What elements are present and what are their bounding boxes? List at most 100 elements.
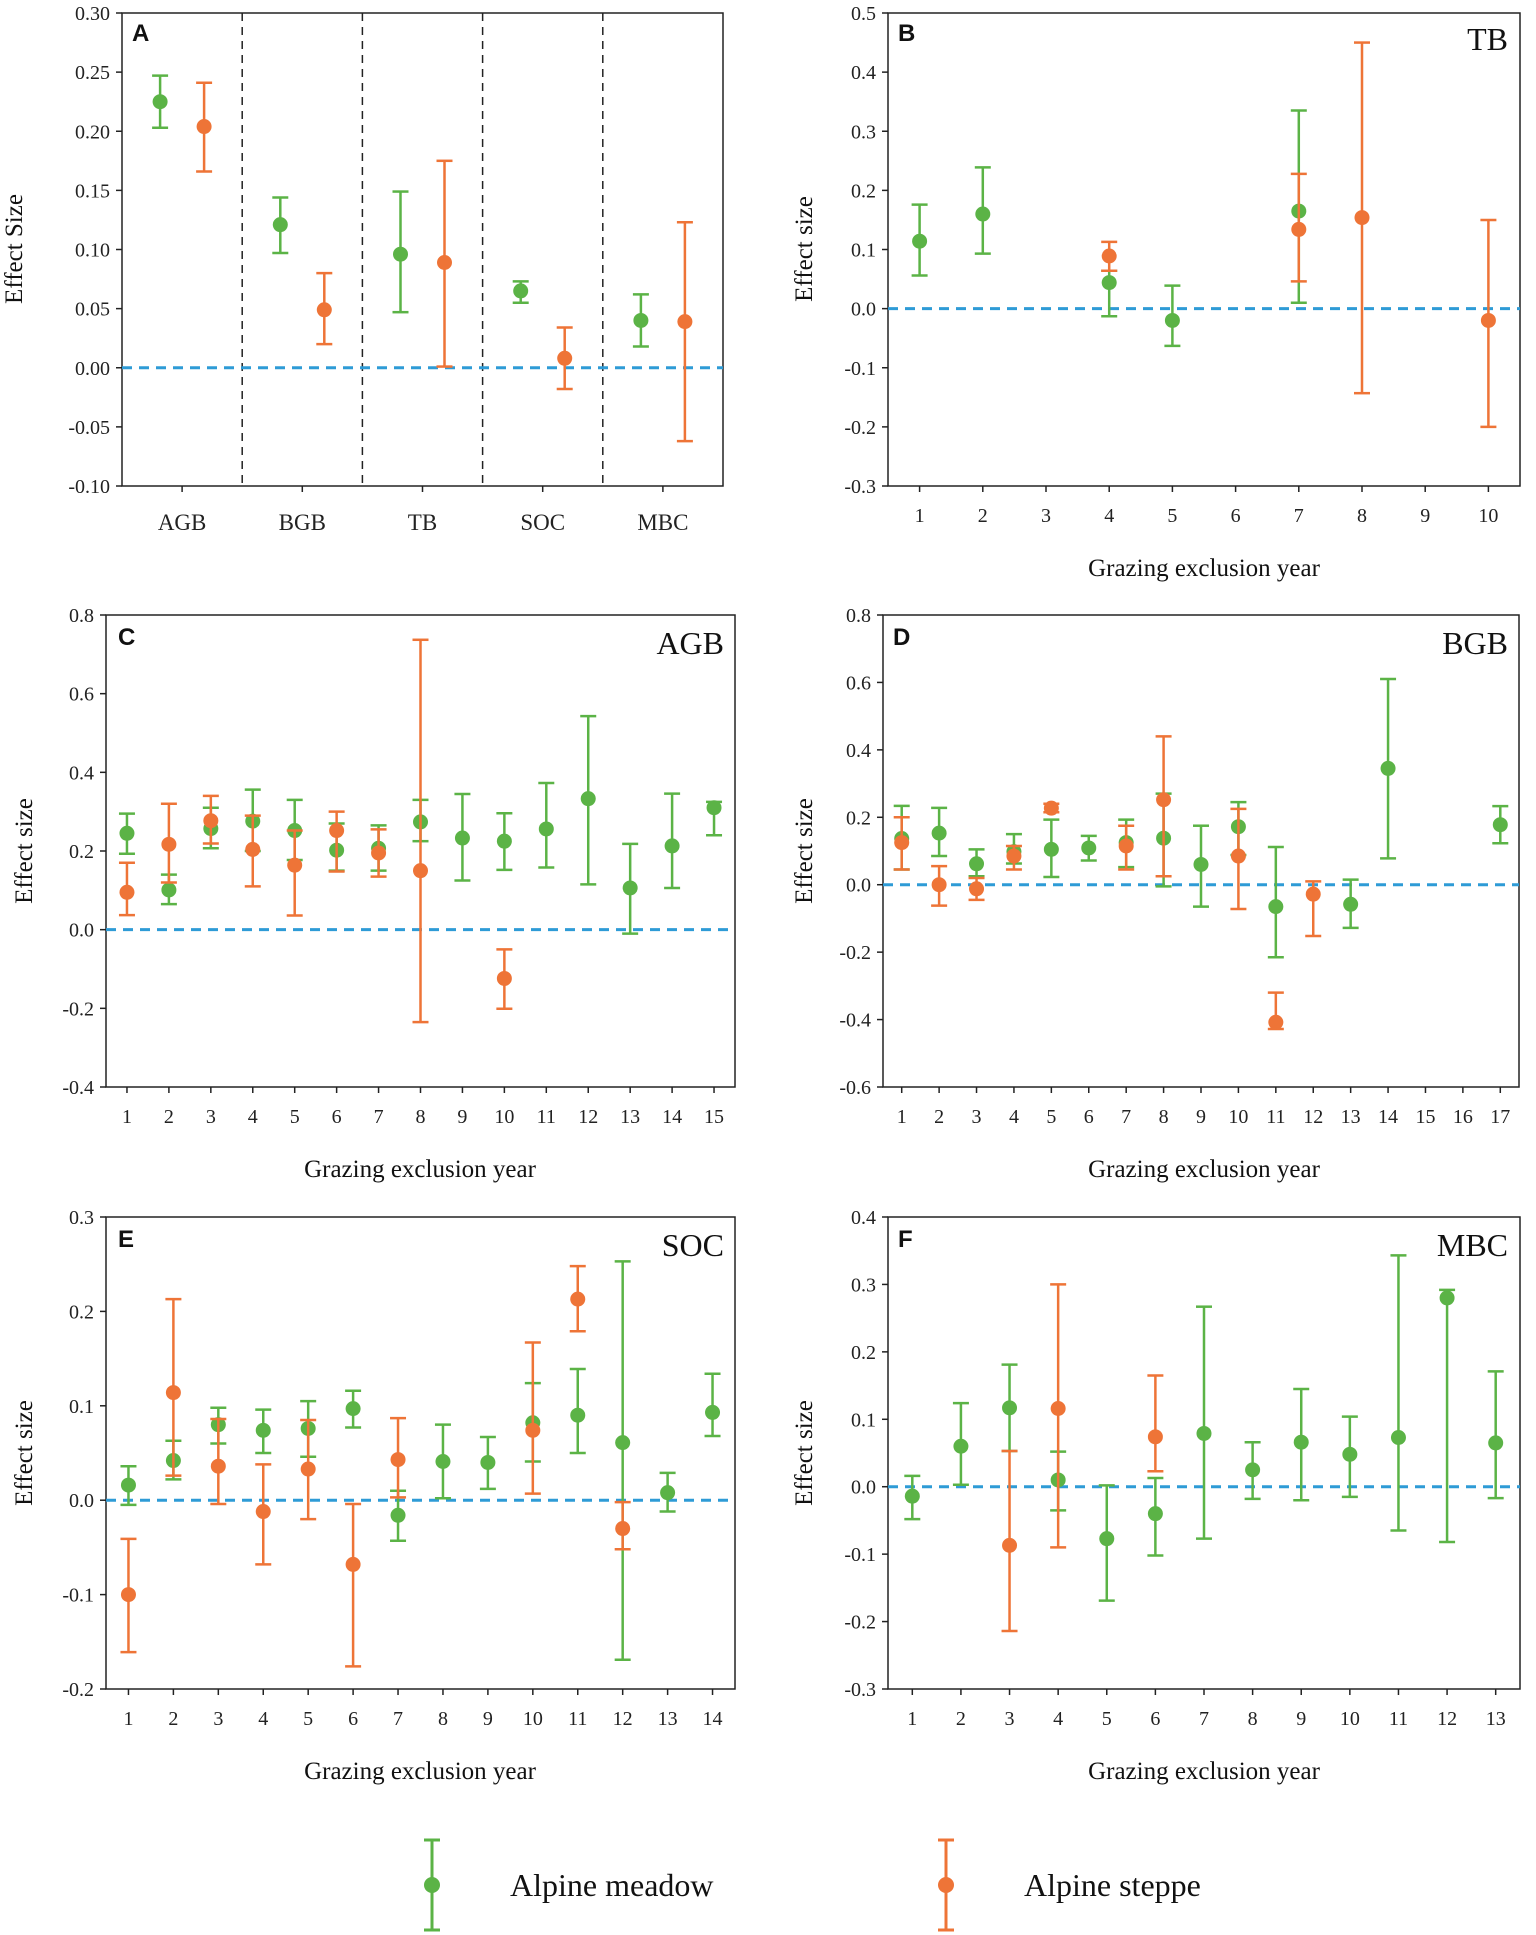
panel-letter: C [118, 624, 135, 651]
panel-letter: E [118, 1226, 134, 1253]
y-axis-title: Effect size [791, 196, 818, 302]
x-axis-title: Grazing exclusion year [304, 1758, 537, 1785]
series-alpine-meadow [152, 74, 649, 348]
data-point [1099, 1531, 1115, 1547]
data-point [1390, 1429, 1406, 1445]
x-tick-label: 6 [332, 1106, 342, 1128]
panel-title: TB [1467, 21, 1508, 57]
plot-frame [105, 1216, 736, 1690]
data-point [1081, 840, 1097, 856]
data-point [1291, 221, 1307, 237]
x-tick-label: TB [408, 510, 437, 535]
x-tick-label: 1 [122, 1106, 132, 1128]
data-point [119, 884, 135, 900]
data-point [1050, 1400, 1066, 1416]
x-tick-label: 9 [1196, 1106, 1206, 1128]
y-axis-title: Effect size [11, 798, 38, 904]
x-tick-label: 14 [1378, 1106, 1398, 1128]
y-tick-label: 0.2 [851, 180, 876, 202]
x-tick-label: 10 [1478, 505, 1498, 527]
data-point [1343, 896, 1359, 912]
data-point [390, 1507, 406, 1523]
x-tick-label: 7 [1121, 1106, 1131, 1128]
y-tick-label: -0.05 [68, 417, 110, 439]
data-point [329, 823, 345, 839]
x-tick-label: 11 [537, 1106, 556, 1128]
x-tick-label: 10 [494, 1106, 514, 1128]
y-tick-label: 0.6 [69, 684, 94, 706]
data-point [1268, 1014, 1284, 1030]
series-alpine-meadow [904, 1254, 1504, 1602]
x-tick-label: 4 [1104, 505, 1114, 527]
x-tick-label: 10 [1340, 1708, 1360, 1730]
data-point [393, 246, 408, 262]
data-point [953, 1438, 969, 1454]
y-tick-label: 0.0 [69, 920, 94, 942]
x-tick-label: 12 [1303, 1106, 1323, 1128]
data-point [1147, 1506, 1163, 1522]
data-point [664, 838, 680, 854]
series-alpine-meadow [893, 677, 1509, 959]
x-tick-label: 7 [1199, 1708, 1209, 1730]
data-point [1002, 1400, 1018, 1416]
x-tick-label: 6 [1084, 1106, 1094, 1128]
data-point [345, 1401, 361, 1417]
x-axis-title: Grazing exclusion year [1088, 555, 1321, 582]
data-point [969, 881, 985, 897]
x-tick-label: 8 [438, 1708, 448, 1730]
y-tick-label: 0.3 [851, 121, 876, 143]
x-tick-label: 2 [978, 505, 988, 527]
y-axis-title: Effect size [791, 1400, 818, 1506]
data-point [413, 863, 428, 879]
y-tick-label: 0.8 [846, 605, 871, 627]
y-tick-label: 0.05 [75, 299, 110, 321]
x-tick-label: 2 [934, 1106, 944, 1128]
x-tick-label: 6 [1231, 505, 1241, 527]
x-tick-label: 11 [1389, 1708, 1408, 1730]
x-tick-label: 15 [1415, 1106, 1435, 1128]
y-tick-label: 0.2 [69, 1301, 94, 1323]
x-tick-label: 17 [1490, 1106, 1510, 1128]
y-tick-label: 0.1 [851, 1409, 876, 1431]
x-tick-label: AGB [158, 510, 207, 535]
data-point [525, 1422, 541, 1438]
data-point [1002, 1537, 1018, 1553]
x-tick-label: 5 [1167, 505, 1177, 527]
y-tick-label: 0.5 [851, 3, 876, 25]
data-point [152, 94, 168, 110]
series-alpine-steppe [1101, 41, 1497, 429]
x-tick-label: 1 [897, 1106, 907, 1128]
x-tick-label: 9 [1420, 505, 1430, 527]
x-tick-label: 3 [972, 1106, 982, 1128]
x-tick-label: 13 [658, 1708, 678, 1730]
data-point [1268, 899, 1284, 915]
data-point [371, 845, 387, 861]
y-tick-label: 0.4 [851, 62, 876, 84]
data-point [1305, 886, 1321, 902]
data-point [677, 314, 693, 330]
data-point [496, 970, 512, 986]
panel-letter: F [898, 1226, 913, 1253]
data-point [1043, 800, 1059, 816]
x-tick-label: 2 [956, 1708, 966, 1730]
y-tick-label: 0.4 [851, 1207, 876, 1229]
data-point [1101, 275, 1117, 291]
data-point [706, 800, 722, 816]
data-point [1354, 210, 1370, 226]
data-point [255, 1504, 271, 1520]
data-point [912, 233, 928, 249]
y-tick-label: -0.1 [844, 358, 876, 380]
data-point [1380, 760, 1396, 776]
data-point [615, 1435, 631, 1451]
x-tick-label: 6 [1150, 1708, 1160, 1730]
y-tick-label: 0.25 [75, 62, 110, 84]
series-alpine-steppe [120, 1264, 631, 1668]
x-tick-label: 4 [1053, 1708, 1063, 1730]
y-axis-title: Effect size [11, 1400, 38, 1506]
y-tick-label: 0.2 [69, 841, 94, 863]
x-tick-label: 1 [123, 1708, 133, 1730]
data-point [660, 1485, 676, 1501]
data-point [300, 1461, 316, 1477]
y-tick-label: -0.2 [62, 1679, 94, 1701]
